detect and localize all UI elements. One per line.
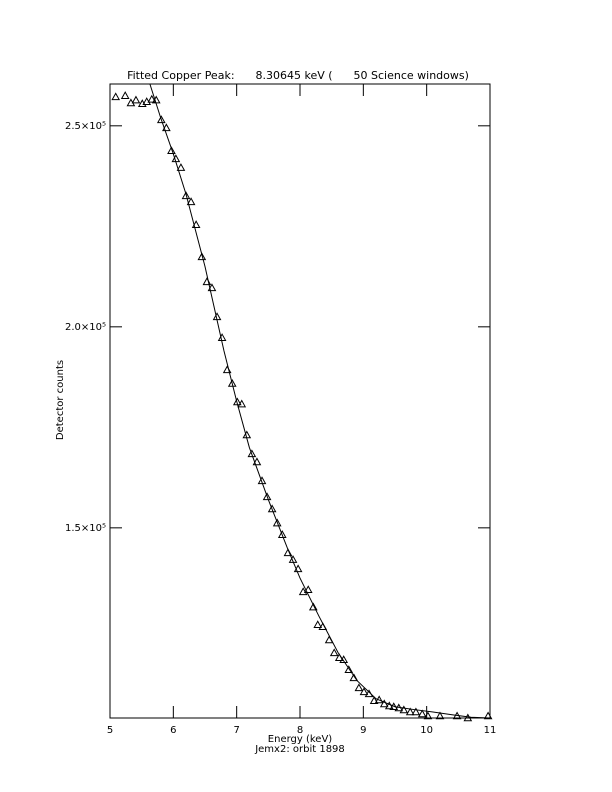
data-point — [313, 620, 323, 629]
y-tick-label: 2.0×10⁵ — [65, 322, 106, 333]
data-point — [181, 191, 191, 200]
data-point — [162, 123, 171, 132]
data-point — [272, 518, 282, 527]
data-point — [417, 709, 427, 718]
data-point — [369, 696, 379, 705]
data-point — [277, 530, 287, 538]
y-tick-label: 1.5×10⁵ — [65, 523, 106, 534]
x-tick-label: 7 — [233, 725, 239, 736]
data-point — [423, 711, 433, 720]
y-tick-label: 2.5×10⁵ — [65, 121, 106, 132]
data-point — [252, 457, 262, 466]
fit-line — [149, 83, 491, 719]
data-point — [349, 673, 359, 682]
data-point — [262, 492, 272, 501]
data-point — [267, 504, 277, 513]
data-point — [463, 713, 473, 722]
x-axis-label: Energy (keV) — [268, 734, 333, 745]
data-point — [435, 711, 445, 720]
data-point — [111, 92, 121, 101]
x-tick-label: 6 — [170, 725, 176, 736]
data-point — [354, 683, 364, 692]
data-point — [303, 585, 313, 594]
data-point — [131, 95, 141, 104]
data-point — [197, 252, 207, 261]
data-point — [483, 711, 493, 720]
subtitle: Jemx2: orbit 1898 — [254, 744, 345, 755]
data-point — [329, 648, 339, 657]
data-point — [359, 687, 369, 696]
data-point — [411, 707, 421, 716]
data-point — [120, 91, 130, 99]
x-tick-label: 5 — [107, 725, 113, 736]
data-point — [379, 699, 389, 708]
x-tick-label: 9 — [360, 725, 366, 736]
data-point — [247, 449, 257, 458]
x-tick-label: 11 — [484, 725, 497, 736]
data-point — [237, 399, 247, 408]
data-point — [339, 655, 349, 664]
data-point — [156, 115, 166, 124]
chart-title: Fitted Copper Peak: 8.30645 keV ( 50 Sci… — [127, 69, 469, 82]
data-point — [399, 705, 409, 714]
y-axis-label: Detector counts — [55, 360, 66, 440]
x-tick-label: 8 — [297, 725, 303, 736]
data-point — [186, 197, 196, 206]
data-point — [344, 665, 354, 674]
data-point — [405, 707, 415, 716]
data-point — [147, 94, 157, 103]
data-point — [308, 602, 318, 611]
x-tick-label: 10 — [420, 725, 433, 736]
data-point — [227, 378, 237, 387]
data-point — [176, 163, 186, 171]
data-point — [167, 146, 176, 155]
